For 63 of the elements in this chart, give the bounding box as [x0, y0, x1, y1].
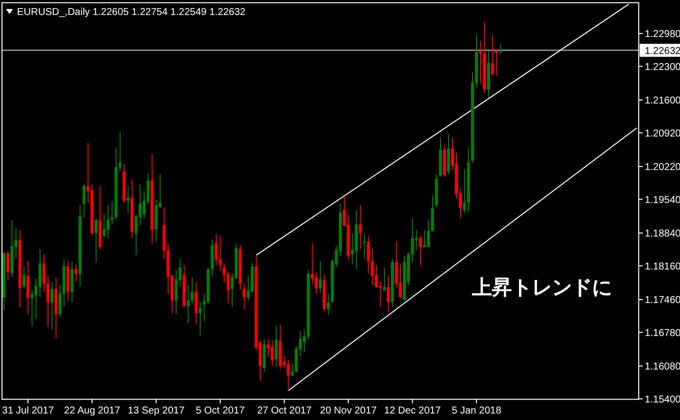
candlestick	[186, 284, 190, 324]
candlestick	[314, 272, 318, 294]
candlestick	[495, 48, 498, 76]
candlestick	[110, 200, 114, 225]
candlestick	[70, 261, 74, 302]
candlestick	[386, 275, 390, 314]
candlestick	[42, 254, 46, 292]
candlestick	[270, 340, 274, 366]
candlestick	[274, 325, 278, 368]
candlestick	[370, 248, 374, 286]
candlestick	[30, 290, 34, 326]
candlestick	[410, 218, 414, 262]
x-tick-label: 12 Dec 2017	[384, 405, 442, 416]
candlestick	[318, 260, 322, 294]
candlestick	[310, 242, 314, 284]
x-tick-label: 5 Oct 2017	[196, 405, 246, 416]
candlestick	[226, 272, 230, 304]
annotation: 上昇トレンドに	[471, 275, 612, 299]
ref-line-label: 1.22632	[644, 46, 680, 57]
candlestick	[106, 204, 110, 238]
candlestick	[491, 34, 494, 75]
candlestick	[374, 264, 378, 288]
candlestick	[382, 267, 386, 292]
candlestick	[398, 264, 402, 298]
candlestick	[198, 301, 202, 336]
x-tick-label: 20 Nov 2017	[320, 405, 378, 416]
candlestick	[214, 234, 218, 266]
candlestick	[422, 230, 426, 248]
chart-title: EURUSD_,Daily 1.22605 1.22754 1.22549 1.22632	[17, 7, 246, 18]
candlestick	[50, 282, 54, 330]
candlestick	[266, 338, 270, 358]
x-tick-label: 13 Sep 2017	[128, 405, 185, 416]
x-tick-label: 22 Aug 2017	[64, 405, 121, 416]
candlestick	[94, 218, 98, 262]
candlestick	[358, 204, 362, 250]
candlestick	[190, 276, 194, 304]
candlestick	[362, 234, 366, 260]
candlestick	[326, 293, 330, 315]
candlestick	[194, 282, 198, 326]
candlestick	[463, 168, 466, 214]
candlestick	[426, 220, 430, 248]
candlestick	[102, 214, 106, 238]
candlestick	[74, 264, 78, 282]
candlestick	[6, 250, 10, 281]
candlestick	[242, 283, 246, 310]
candlestick	[38, 248, 42, 298]
candlestick	[218, 235, 222, 272]
x-tick-label: 27 Oct 2017	[257, 405, 312, 416]
candlestick	[126, 185, 130, 214]
candlestick	[262, 338, 266, 372]
candlestick	[286, 360, 290, 392]
candlestick	[430, 194, 434, 232]
x-tick-label: 5 Jan 2018	[452, 405, 502, 416]
candlestick	[46, 275, 50, 328]
candlestick	[414, 229, 418, 250]
candlestick	[418, 235, 422, 266]
x-tick-label: 31 Jul 2017	[2, 405, 54, 416]
candlestick	[366, 235, 370, 274]
candlestick	[82, 184, 86, 218]
candlestick	[22, 266, 26, 289]
candlestick	[26, 260, 30, 314]
candlestick	[174, 270, 178, 315]
candlestick	[446, 134, 450, 175]
